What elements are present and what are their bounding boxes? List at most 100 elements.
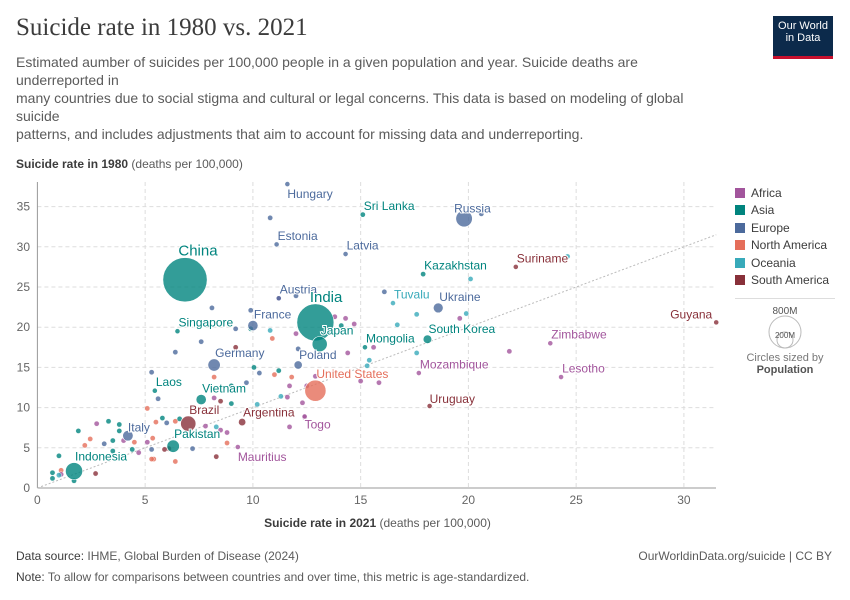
legend-item-africa[interactable]: Africa [735, 184, 829, 202]
data-point-singapore[interactable] [174, 328, 181, 335]
data-point-germany[interactable] [207, 358, 221, 372]
data-point[interactable] [224, 429, 230, 436]
data-point[interactable] [267, 327, 273, 334]
data-point[interactable] [213, 453, 220, 460]
data-point[interactable] [351, 321, 357, 327]
data-point[interactable] [564, 253, 571, 260]
data-point-poland[interactable] [293, 360, 303, 370]
data-point[interactable] [224, 440, 230, 446]
data-point[interactable] [49, 475, 56, 482]
data-point-tuvalu[interactable] [390, 300, 396, 306]
data-point-russia[interactable] [455, 210, 473, 228]
data-point-suriname[interactable] [512, 263, 519, 270]
data-point-pakistan[interactable] [166, 439, 180, 453]
data-point-sri-lanka[interactable] [359, 211, 366, 218]
data-point[interactable] [232, 344, 239, 351]
data-point[interactable] [217, 398, 224, 404]
data-point[interactable] [366, 357, 373, 363]
data-point[interactable] [299, 399, 306, 406]
data-point[interactable] [413, 311, 420, 318]
data-point[interactable] [209, 305, 215, 311]
chart-url[interactable]: OurWorldinData.org/suicide | CC BY [638, 549, 832, 563]
data-point-laos[interactable] [151, 387, 158, 394]
data-point[interactable] [135, 449, 142, 456]
data-point[interactable] [202, 423, 209, 429]
data-point[interactable] [293, 330, 299, 337]
data-point-argentina[interactable] [238, 418, 247, 427]
data-point[interactable] [288, 374, 295, 380]
data-point[interactable] [105, 418, 112, 425]
data-point[interactable] [131, 439, 138, 445]
data-point[interactable] [153, 419, 159, 425]
data-point-zimbabwe[interactable] [547, 340, 554, 347]
legend-item-oceania[interactable]: Oceania [735, 254, 829, 272]
data-point[interactable] [251, 364, 257, 371]
data-point-indonesia[interactable] [65, 462, 83, 480]
data-point[interactable] [286, 424, 293, 430]
data-point[interactable] [456, 315, 463, 322]
data-point[interactable] [149, 435, 156, 441]
owid-logo[interactable]: Our World in Data [773, 16, 833, 59]
legend-item-europe[interactable]: Europe [735, 219, 829, 237]
data-point[interactable] [271, 371, 278, 378]
data-point[interactable] [269, 335, 276, 342]
data-point[interactable] [49, 469, 56, 476]
data-point[interactable] [116, 421, 123, 428]
data-point[interactable] [312, 373, 319, 380]
data-point-guyana[interactable] [713, 319, 720, 326]
data-point[interactable] [87, 436, 93, 442]
data-point[interactable] [284, 394, 291, 400]
data-point[interactable] [228, 383, 235, 389]
data-point[interactable] [463, 310, 470, 317]
data-point[interactable] [338, 322, 345, 329]
data-point-lesotho[interactable] [558, 374, 564, 380]
data-point-mongolia[interactable] [362, 344, 368, 351]
data-point[interactable] [293, 293, 299, 299]
data-point[interactable] [159, 415, 166, 421]
size-legend-variable[interactable]: Population [756, 364, 814, 376]
data-point[interactable] [172, 458, 179, 465]
data-point[interactable] [110, 437, 116, 444]
data-point[interactable] [213, 424, 220, 430]
data-point[interactable] [344, 350, 351, 356]
data-point[interactable] [56, 472, 62, 478]
data-point-austria[interactable] [275, 295, 282, 302]
data-point[interactable] [228, 400, 235, 407]
data-point[interactable] [144, 439, 151, 445]
data-point[interactable] [275, 367, 282, 374]
data-point[interactable] [217, 427, 224, 433]
data-point-togo[interactable] [301, 413, 308, 420]
data-point[interactable] [342, 315, 349, 322]
data-point-south-korea[interactable] [422, 334, 433, 344]
data-point[interactable] [92, 470, 99, 477]
data-point[interactable] [478, 211, 485, 217]
data-point[interactable] [247, 307, 254, 314]
data-point[interactable] [256, 370, 263, 376]
data-point[interactable] [295, 346, 301, 352]
data-point[interactable] [172, 418, 179, 425]
data-point[interactable] [376, 379, 382, 386]
data-point[interactable] [163, 420, 170, 426]
data-point[interactable] [370, 344, 377, 351]
legend-item-asia[interactable]: Asia [735, 202, 829, 220]
data-point[interactable] [357, 378, 364, 384]
data-point-mauritius[interactable] [234, 444, 241, 450]
data-point-united-states[interactable] [304, 379, 327, 402]
data-point[interactable] [381, 289, 388, 295]
data-point[interactable] [110, 448, 116, 454]
data-point[interactable] [506, 348, 513, 355]
data-point[interactable] [82, 442, 88, 449]
data-point[interactable] [198, 338, 204, 345]
data-point-estonia[interactable] [273, 241, 280, 248]
data-point-france[interactable] [247, 320, 259, 332]
data-point[interactable] [116, 428, 123, 434]
data-point[interactable] [267, 215, 273, 221]
data-point-mozambique[interactable] [415, 370, 422, 376]
data-point[interactable] [101, 440, 108, 447]
data-point[interactable] [93, 420, 100, 427]
data-point-japan[interactable] [311, 336, 328, 352]
data-point-brazil[interactable] [180, 415, 197, 432]
data-point[interactable] [56, 453, 62, 459]
legend-item-south-america[interactable]: South America [735, 272, 829, 290]
data-point[interactable] [467, 276, 474, 282]
